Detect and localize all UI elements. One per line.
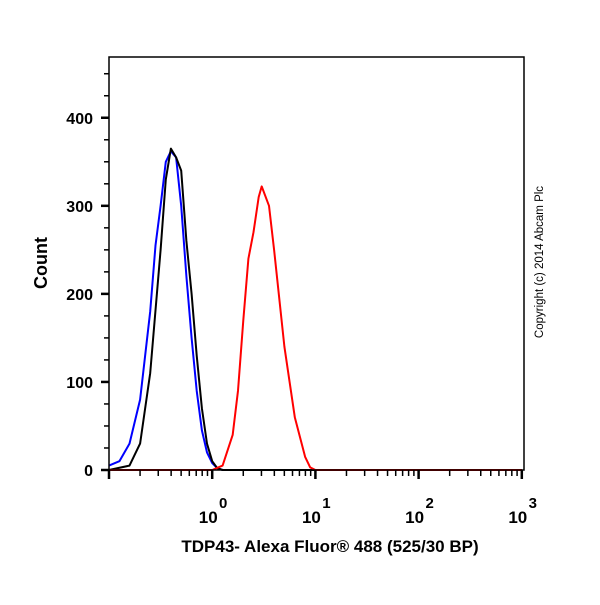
x-tick-label-base: 10: [405, 508, 424, 527]
series-blue-line: [108, 150, 522, 471]
copyright-annotation: Copyright (c) 2014 Abcam Plc: [534, 186, 546, 338]
y-tick-label: 400: [66, 111, 93, 128]
x-tick-label-exponent: 2: [425, 495, 433, 512]
series-layer: [108, 147, 522, 471]
x-axis-label: TDP43- Alexa Fluor® 488 (525/30 BP): [181, 537, 478, 556]
plot-frame: [108, 56, 525, 471]
y-tick-label: 200: [66, 287, 93, 304]
x-tick-label-base: 10: [302, 508, 321, 527]
x-tick-label-exponent: 0: [219, 495, 227, 512]
series-red-line: [109, 185, 522, 471]
x-tick-label-base: 10: [508, 508, 527, 527]
y-axis-label: Count: [31, 237, 51, 289]
series-black-line: [108, 147, 522, 471]
x-tick-label-exponent: 3: [529, 495, 537, 512]
x-tick-label-base: 10: [199, 508, 218, 527]
x-tick-label-exponent: 1: [322, 495, 330, 512]
y-tick-label: 0: [84, 463, 93, 480]
y-tick-label: 100: [66, 375, 93, 392]
y-tick-label: 300: [66, 199, 93, 216]
